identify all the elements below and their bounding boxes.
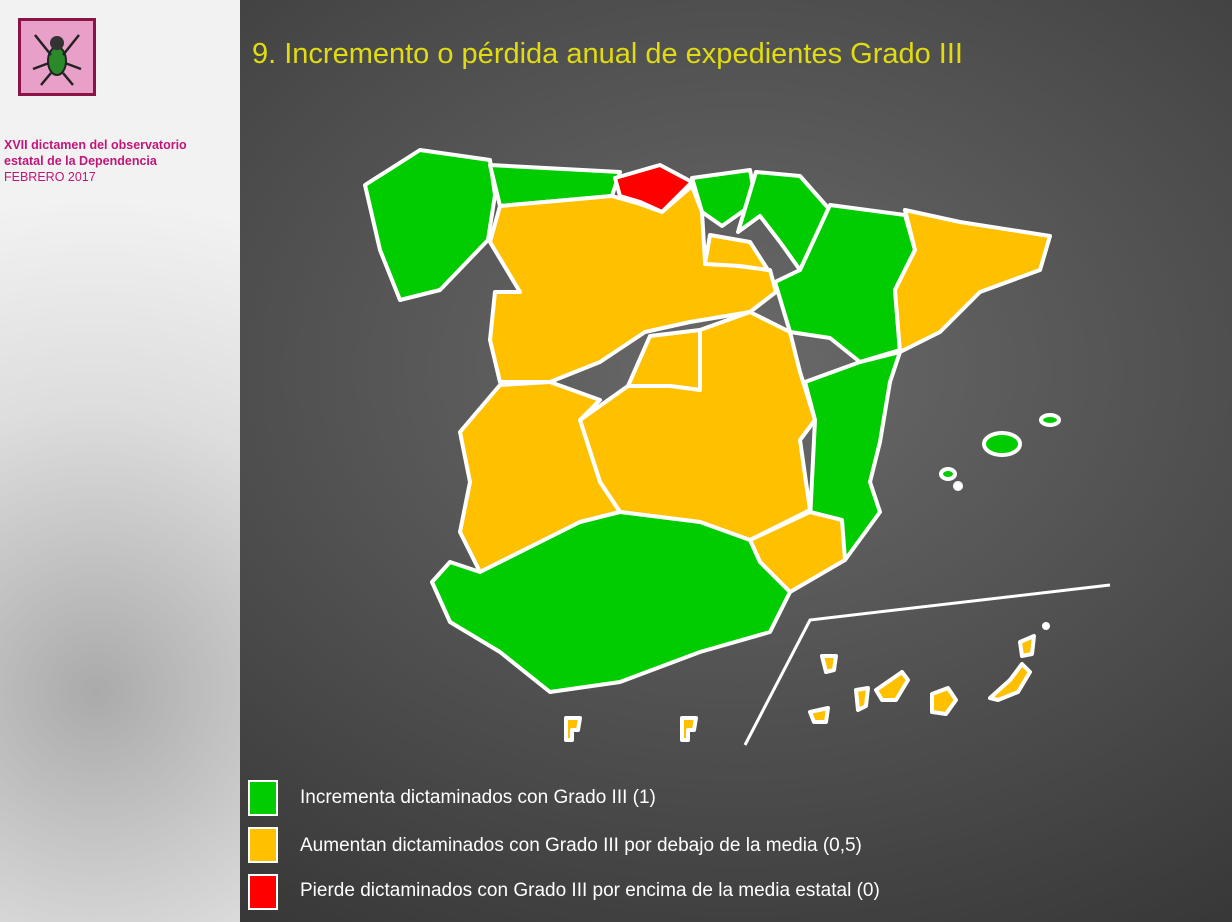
region bbox=[1041, 415, 1059, 425]
region bbox=[810, 708, 828, 722]
region bbox=[941, 469, 955, 479]
region bbox=[566, 718, 580, 740]
legend-label: Incrementa dictaminados con Grado III (1… bbox=[300, 787, 656, 809]
legend-label: Aumentan dictaminados con Grado III por … bbox=[300, 835, 862, 857]
legend-swatch bbox=[248, 827, 278, 863]
region bbox=[628, 330, 700, 390]
region bbox=[876, 672, 908, 700]
islet bbox=[953, 481, 963, 491]
region bbox=[705, 235, 768, 270]
legend-swatch bbox=[248, 780, 278, 816]
inset-frame bbox=[745, 585, 1110, 745]
islet bbox=[1042, 622, 1050, 630]
region bbox=[895, 210, 1050, 352]
region bbox=[822, 656, 836, 672]
map bbox=[0, 0, 1232, 922]
region bbox=[1020, 636, 1034, 656]
region bbox=[856, 688, 868, 710]
region bbox=[990, 664, 1030, 700]
region bbox=[682, 718, 696, 740]
legend-label: Pierde dictaminados con Grado III por en… bbox=[300, 880, 880, 902]
region bbox=[984, 433, 1020, 455]
region bbox=[932, 688, 956, 714]
region bbox=[365, 150, 495, 300]
slide: XVII dictamen del observatorio estatal d… bbox=[0, 0, 1232, 922]
legend-swatch bbox=[248, 874, 278, 910]
